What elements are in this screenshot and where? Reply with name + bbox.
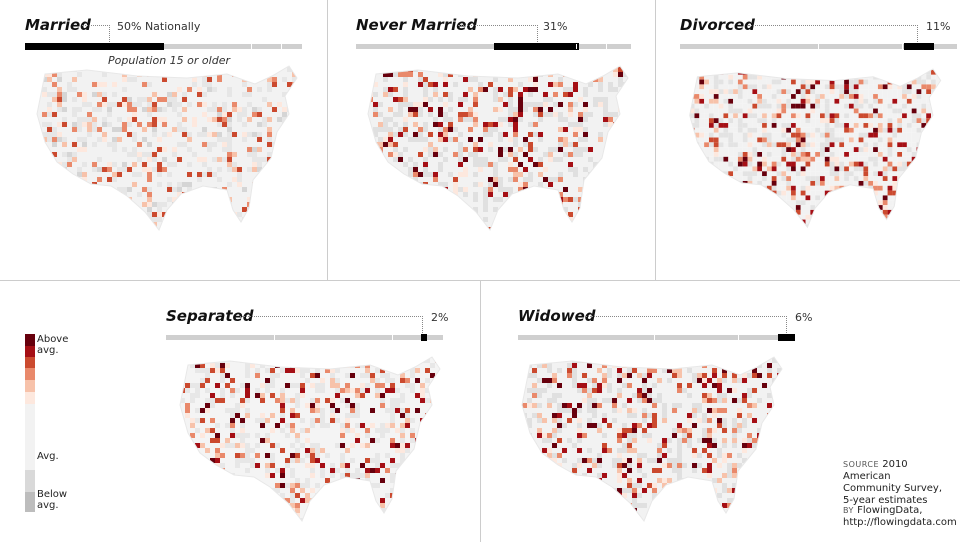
panel-title: Separated: [166, 307, 254, 325]
credit-note: BY FlowingData, http://flowingdata.com: [843, 505, 960, 529]
source-label: SOURCE: [843, 460, 880, 469]
share-bar: [518, 334, 795, 341]
leader-line: [109, 25, 110, 42]
us-county-map-married: [36, 65, 298, 231]
legend-swatch: [25, 392, 35, 404]
leader-line: [537, 25, 538, 42]
panel-title: Divorced: [680, 16, 755, 34]
population-note: Population 15 or older: [108, 54, 230, 67]
legend-swatch: [25, 492, 35, 512]
source-note: SOURCE 2010 American Community Survey, 5…: [843, 459, 958, 507]
source-text: 2010 American: [843, 459, 908, 482]
divider: [480, 280, 481, 542]
us-county-map-widowed: [521, 356, 783, 522]
leader-line: [786, 316, 787, 333]
credit-url[interactable]: http://flowingdata.com: [843, 517, 957, 528]
legend-avg-label: Avg.: [37, 451, 59, 462]
legend-swatch: [25, 334, 35, 346]
national-percent: 2%: [431, 311, 449, 324]
us-county-map-divorced: [689, 68, 942, 229]
leader-line: [240, 316, 423, 317]
panel-title: Never Married: [356, 16, 478, 34]
national-percent: 11%: [926, 20, 951, 33]
leader-line: [458, 25, 538, 26]
legend-swatch: [25, 404, 35, 470]
share-bar-fill: [25, 43, 164, 50]
bar-tick: [738, 335, 739, 340]
legend-above-label: Above avg.: [37, 334, 69, 356]
legend-swatch: [25, 368, 35, 380]
panel-title: Widowed: [518, 307, 596, 325]
share-bar-fill: [904, 43, 934, 50]
share-bar: [25, 43, 302, 50]
bar-tick: [251, 44, 252, 49]
credit-name: FlowingData,: [857, 505, 923, 516]
legend-below-label: Below avg.: [37, 489, 68, 511]
leader-line: [748, 25, 918, 26]
source-text: Community Survey,: [843, 483, 943, 494]
share-bar-fill: [494, 43, 579, 50]
share-bar-fill: [421, 334, 427, 341]
bar-tick: [818, 44, 819, 49]
national-percent: 31%: [543, 20, 568, 33]
bar-tick: [274, 335, 275, 340]
bar-tick: [281, 44, 282, 49]
panel-title: Married: [25, 16, 91, 34]
share-bar-fill: [778, 334, 795, 341]
bar-tick: [902, 44, 903, 49]
share-bar: [166, 334, 443, 341]
credit-label: BY: [843, 506, 854, 515]
national-percent: 50% Nationally: [117, 20, 201, 33]
leader-line: [917, 25, 918, 42]
legend-swatch: [25, 346, 35, 357]
us-county-map-never-married: [367, 65, 629, 231]
leader-line: [422, 316, 423, 333]
legend-swatch: [25, 380, 35, 392]
source-text: 5-year estimates: [843, 495, 928, 506]
share-bar: [680, 43, 957, 50]
leader-line: [586, 316, 787, 317]
leader-line: [82, 25, 110, 26]
bar-tick: [392, 335, 393, 340]
legend-swatch: [25, 357, 35, 368]
divider: [327, 0, 328, 280]
share-bar: [356, 43, 631, 50]
national-percent: 6%: [795, 311, 813, 324]
bar-tick: [576, 44, 577, 49]
divider: [655, 0, 656, 280]
us-county-map-separated: [179, 356, 441, 522]
bar-tick: [606, 44, 607, 49]
legend-swatch: [25, 470, 35, 492]
bar-tick: [654, 335, 655, 340]
